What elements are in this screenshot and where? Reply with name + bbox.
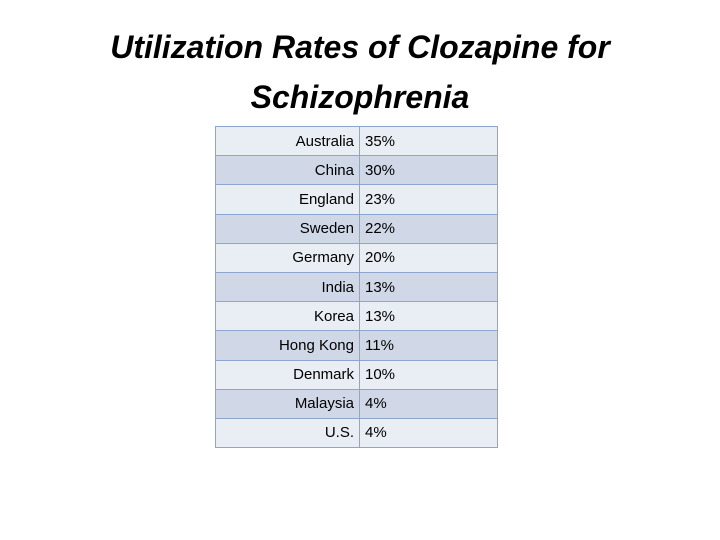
- country-cell: England: [215, 184, 360, 215]
- country-cell: Sweden: [215, 213, 360, 244]
- table-row: Australia 35%: [215, 125, 498, 157]
- table-row: Germany 20%: [215, 242, 498, 273]
- rate-cell: 11%: [359, 330, 498, 361]
- table-row: Korea 13%: [215, 301, 498, 332]
- rate-cell: 23%: [359, 184, 498, 215]
- country-cell: Korea: [215, 301, 360, 332]
- table-row: England 23%: [215, 184, 498, 215]
- country-cell: China: [215, 155, 360, 186]
- rate-cell: 35%: [359, 125, 498, 157]
- rate-cell: 4%: [359, 417, 498, 449]
- table-row: Hong Kong 11%: [215, 330, 498, 361]
- rates-table: Australia 35% China 30% England 23% Sweden 22% G…: [215, 125, 498, 449]
- country-cell: Germany: [215, 242, 360, 273]
- country-cell: U.S.: [215, 417, 360, 449]
- title-line: Schizophrenia: [250, 79, 470, 115]
- rate-cell: 30%: [359, 155, 498, 186]
- country-cell: Denmark: [215, 359, 360, 390]
- rate-cell: 13%: [359, 271, 498, 303]
- country-cell: Australia: [215, 125, 360, 157]
- rate-cell: 10%: [359, 359, 498, 390]
- title-line: Utilization Rates of Clozapine for: [110, 29, 610, 65]
- table-row: Denmark 10%: [215, 359, 498, 390]
- country-cell: Hong Kong: [215, 330, 360, 361]
- table-row: China 30%: [215, 155, 498, 186]
- rate-cell: 22%: [359, 213, 498, 244]
- rate-cell: 13%: [359, 301, 498, 332]
- country-cell: India: [215, 271, 360, 303]
- rate-cell: 20%: [359, 242, 498, 273]
- table-row: India 13%: [215, 271, 498, 303]
- table-row: U.S. 4%: [215, 417, 498, 449]
- table-row: Malaysia 4%: [215, 388, 498, 419]
- country-cell: Malaysia: [215, 388, 360, 419]
- rate-cell: 4%: [359, 388, 498, 419]
- slide-title: Utilization Rates of Clozapine for Schiz…: [0, 22, 720, 122]
- table-row: Sweden 22%: [215, 213, 498, 244]
